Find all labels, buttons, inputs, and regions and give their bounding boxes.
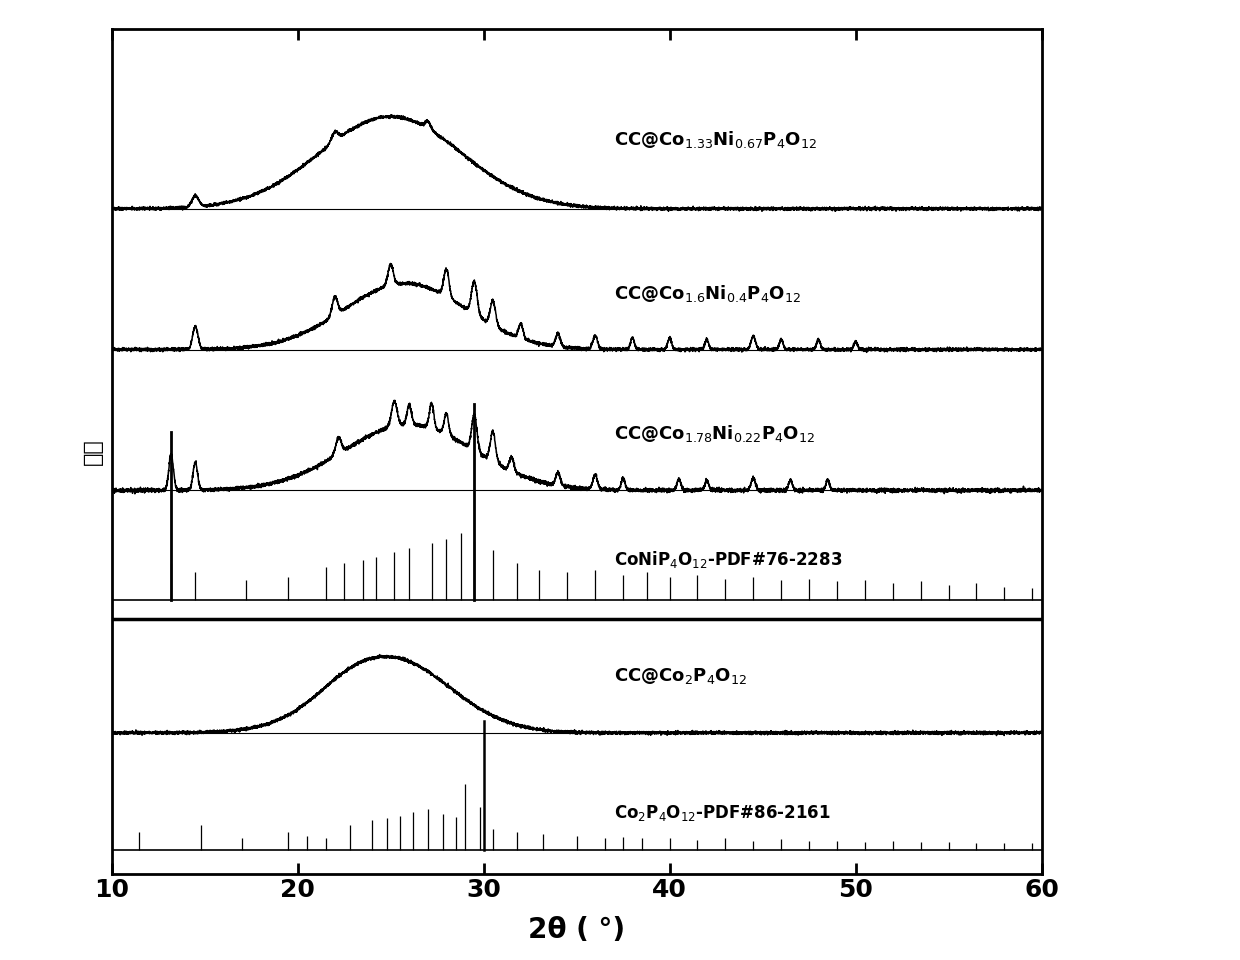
Text: Co$_2$P$_4$O$_{12}$-PDF#86-2161: Co$_2$P$_4$O$_{12}$-PDF#86-2161 xyxy=(614,803,831,823)
X-axis label: 2θ ( °): 2θ ( °) xyxy=(528,917,625,945)
Text: CC@Co$_{1.6}$Ni$_{0.4}$P$_4$O$_{12}$: CC@Co$_{1.6}$Ni$_{0.4}$P$_4$O$_{12}$ xyxy=(614,282,801,303)
Text: CoNiP$_4$O$_{12}$-PDF#76-2283: CoNiP$_4$O$_{12}$-PDF#76-2283 xyxy=(614,549,842,569)
Text: CC@Co$_2$P$_4$O$_{12}$: CC@Co$_2$P$_4$O$_{12}$ xyxy=(614,666,746,686)
Text: CC@Co$_{1.78}$Ni$_{0.22}$P$_4$O$_{12}$: CC@Co$_{1.78}$Ni$_{0.22}$P$_4$O$_{12}$ xyxy=(614,423,815,444)
Text: CC@Co$_{1.33}$Ni$_{0.67}$P$_4$O$_{12}$: CC@Co$_{1.33}$Ni$_{0.67}$P$_4$O$_{12}$ xyxy=(614,130,817,151)
Y-axis label: 强度: 强度 xyxy=(83,438,103,465)
